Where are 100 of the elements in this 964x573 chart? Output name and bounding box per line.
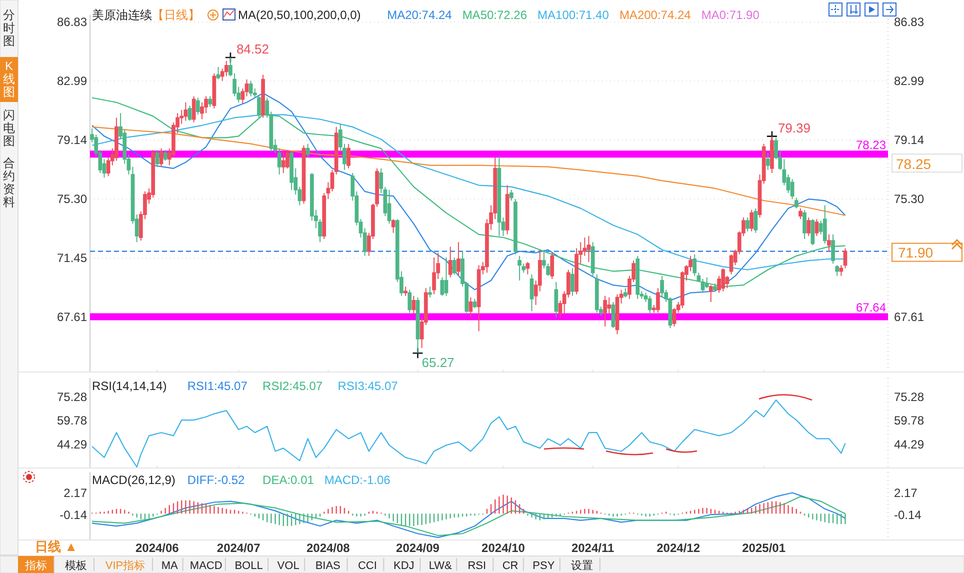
series-label: DIFF:-0.52: [187, 473, 246, 487]
candlestick: [408, 289, 412, 314]
candlestick: [208, 96, 212, 108]
candlestick: [827, 234, 831, 252]
text: RSI: [468, 560, 486, 572]
candlestick: [550, 252, 554, 280]
annotation: MA0:71.90: [701, 8, 760, 22]
candlestick: [770, 136, 774, 174]
candlestick: [416, 296, 420, 354]
candlestick: [590, 242, 595, 276]
y-tick-label: 44.29: [56, 437, 88, 452]
y-tick-label: 59.78: [56, 414, 88, 428]
candlestick: [346, 143, 350, 169]
text: VIP指标: [105, 560, 146, 572]
x-tick-label: 2024/09: [396, 541, 440, 555]
candlestick: [636, 255, 640, 300]
text: 指标: [24, 560, 47, 572]
text: MA50:72.26: [462, 8, 528, 22]
legend-label: RSI2:45.07: [262, 379, 323, 393]
candlestick: [428, 286, 432, 298]
x-tick-label: 2024/07: [216, 541, 261, 555]
candlestick: [570, 268, 574, 296]
candlestick: [196, 97, 200, 116]
candlestick: [794, 197, 798, 209]
series-label: MACD:-1.06: [324, 473, 391, 487]
candlestick: [806, 217, 811, 236]
candlestick: [835, 264, 840, 276]
candlestick: [814, 218, 819, 236]
candlestick: [448, 246, 452, 278]
candlestick: [497, 156, 502, 236]
text: MA100:71.40: [538, 8, 610, 22]
candlestick: [212, 72, 216, 110]
chart-subtitle: 【日线】: [152, 8, 200, 22]
chart-title: RSI(14,14,14): [92, 379, 167, 393]
candlestick: [843, 248, 848, 269]
text: PSY: [532, 560, 556, 572]
text: 日线 ▲: [35, 539, 78, 554]
text: MACD: [190, 560, 222, 572]
candlestick: [159, 148, 164, 168]
candlestick: [530, 274, 534, 312]
text: 78.25: [896, 156, 932, 172]
text: 合约资料: [3, 156, 15, 209]
candlestick: [452, 256, 456, 275]
candlestick: [660, 275, 664, 298]
candlestick: [302, 144, 306, 204]
candlestick: [163, 149, 168, 162]
candlestick: [810, 218, 815, 246]
candlestick: [798, 208, 802, 220]
chart-title: MACD(26,12,9): [92, 473, 176, 487]
candlestick: [839, 264, 844, 276]
candlestick: [476, 264, 481, 332]
candlestick: [286, 149, 290, 169]
y-tick-label: 75.30: [56, 192, 88, 206]
candlestick: [432, 256, 436, 295]
text: K线图: [3, 59, 15, 99]
annotation: 65.27: [422, 355, 454, 370]
candlestick: [216, 66, 220, 80]
line-series: [91, 114, 846, 270]
candlestick: [281, 151, 286, 174]
candlestick: [603, 295, 607, 328]
text: RSI3:45.07: [338, 379, 398, 393]
y-tick-label: 71.45: [56, 251, 88, 266]
candlestick: [822, 204, 827, 244]
candlestick: [802, 209, 806, 240]
annotation: 79.39: [778, 120, 811, 136]
candlestick: [404, 286, 408, 296]
text: MA200:74.24: [619, 8, 692, 22]
candlestick: [729, 254, 734, 275]
candlestick: [594, 274, 599, 314]
x-tick-label: 2024/10: [482, 541, 526, 555]
candlestick: [704, 276, 709, 289]
candlestick: [290, 151, 294, 190]
series-label: DEA:0.01: [262, 473, 314, 487]
y-tick-label: 79.14: [56, 133, 88, 148]
text: 设置: [570, 560, 593, 572]
candlestick: [155, 149, 160, 168]
annotation: 84.52: [236, 42, 270, 57]
ref-line-label: 67.64: [856, 300, 886, 315]
candlestick: [444, 256, 448, 296]
candlestick: [623, 288, 628, 298]
text: BIAS: [315, 560, 340, 572]
y-tick-label: 75.28: [56, 390, 88, 404]
y-tick-label: 67.61: [56, 310, 88, 324]
chart-title: 美原油连续: [92, 8, 152, 22]
candlestick: [586, 235, 591, 263]
text: BOLL: [234, 560, 263, 572]
candlestick: [505, 184, 510, 235]
text: LW&: [428, 560, 453, 572]
candlestick: [700, 278, 705, 292]
candlestick: [387, 189, 392, 224]
candlestick: [184, 102, 188, 122]
ref-line-label: 78.23: [856, 138, 886, 152]
y-tick-label: 82.99: [56, 74, 88, 88]
candlestick: [306, 143, 310, 158]
candlestick: [472, 298, 477, 309]
candlestick: [766, 152, 770, 170]
x-tick-label: 2024/08: [306, 541, 350, 555]
candlestick: [526, 262, 530, 275]
candlestick: [554, 282, 558, 318]
candlestick: [611, 301, 616, 329]
